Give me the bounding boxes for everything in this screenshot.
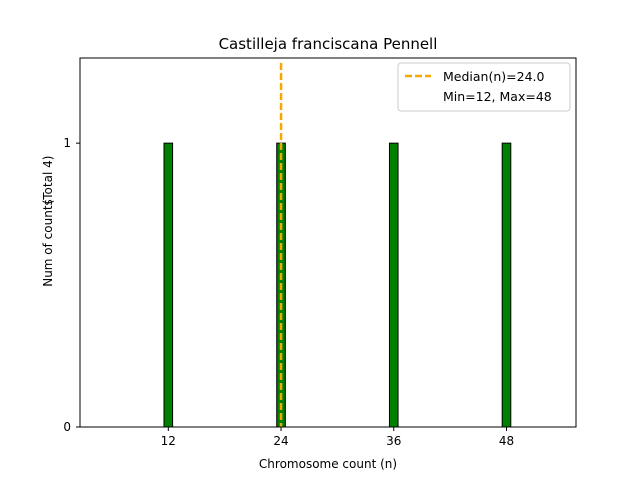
y-tick-label-1: 1 (63, 136, 71, 150)
x-tick-label-48: 48 (499, 434, 514, 448)
x-tick-label-12: 12 (161, 434, 176, 448)
bars-group (163, 142, 512, 428)
x-tick-label-36: 36 (386, 434, 401, 448)
chart-title: Castilleja franciscana Pennell (219, 35, 438, 53)
bar-48 (501, 142, 512, 428)
y-ticks: 01 (63, 136, 80, 434)
x-tick-label-24: 24 (273, 434, 288, 448)
legend: Median(n)=24.0 Min=12, Max=48 (397, 62, 571, 112)
legend-minmax-label: Min=12, Max=48 (443, 89, 552, 104)
legend-box (397, 62, 571, 112)
x-axis-label: Chromosome count (n) (259, 457, 397, 471)
x-ticks: 12 24 36 48 (161, 427, 514, 448)
legend-median-label: Median(n)=24.0 (443, 69, 544, 84)
plot-frame (79, 57, 577, 428)
y-axis-total-note: (Total 4) (41, 156, 55, 205)
bar-12 (163, 142, 174, 428)
y-tick-label-0: 0 (63, 420, 71, 434)
y-axis-label: Num of counts (41, 199, 55, 287)
bar-36 (388, 142, 399, 428)
